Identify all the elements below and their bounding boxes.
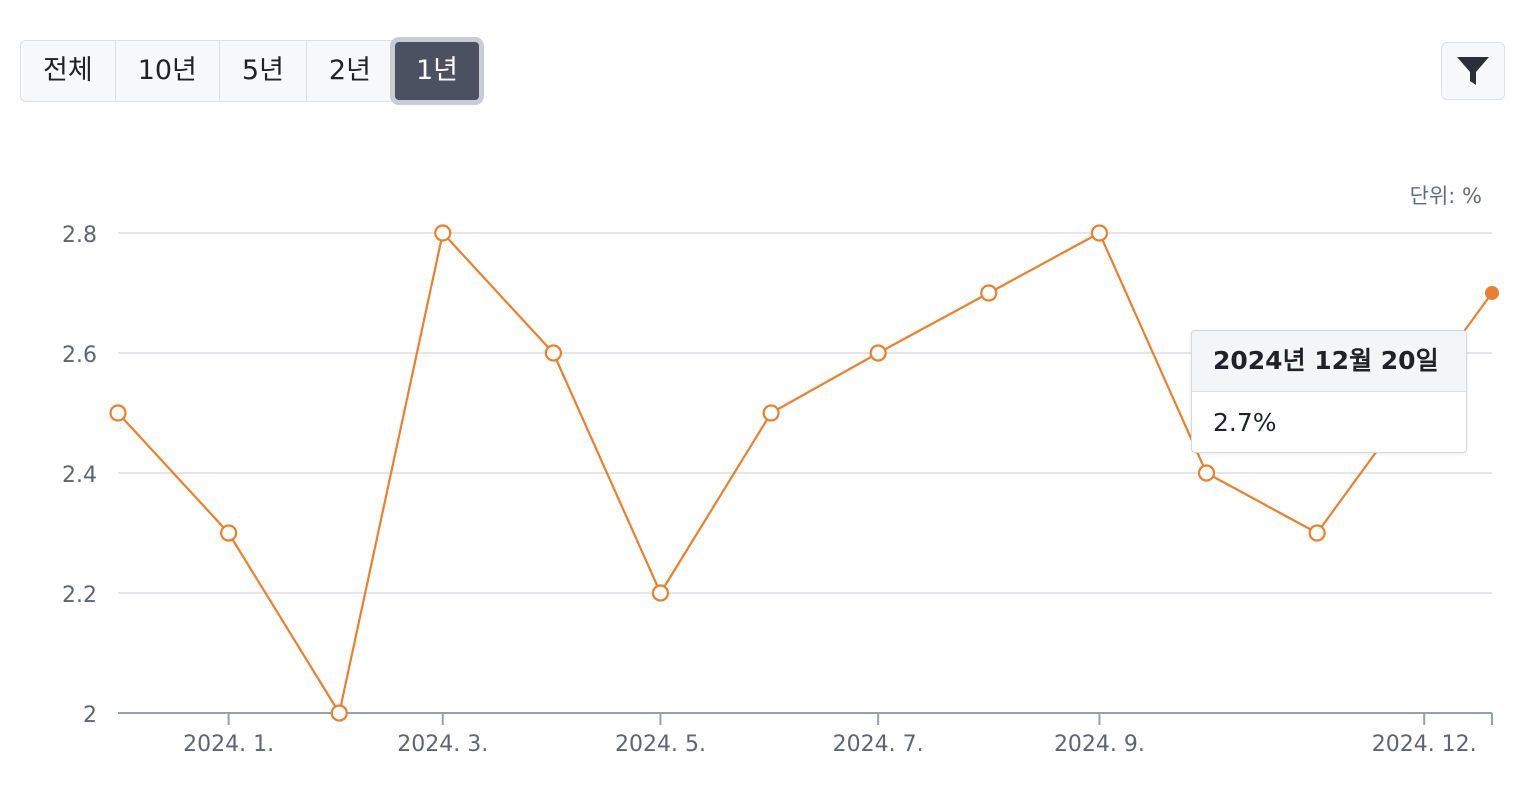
range-tab-all[interactable]: 전체 bbox=[21, 41, 116, 101]
data-point bbox=[1308, 524, 1326, 542]
x-tick-label: 2024. 12. bbox=[1372, 732, 1477, 757]
x-tick-label: 2024. 9. bbox=[1054, 732, 1145, 757]
unit-label: 단위: % bbox=[1409, 184, 1482, 208]
y-tick-label: 2.6 bbox=[62, 343, 97, 368]
tooltip-value: 2.7% bbox=[1213, 408, 1277, 437]
data-point bbox=[980, 284, 998, 302]
y-tick-label: 2 bbox=[83, 703, 97, 728]
x-tick-label: 2024. 5. bbox=[615, 732, 706, 757]
data-point bbox=[434, 224, 452, 242]
x-tick-label: 2024. 1. bbox=[183, 732, 274, 757]
data-point-highlighted bbox=[1485, 286, 1499, 300]
data-point bbox=[1197, 464, 1216, 482]
x-tick-label: 2024. 3. bbox=[397, 732, 488, 757]
y-tick-label: 2.2 bbox=[62, 583, 97, 608]
range-tab-10y[interactable]: 10년 bbox=[116, 41, 220, 101]
filter-button[interactable] bbox=[1441, 42, 1505, 100]
data-point bbox=[220, 524, 238, 542]
data-tooltip: 2024년 12월 20일 2.7% bbox=[1191, 330, 1467, 453]
data-point bbox=[869, 344, 887, 362]
data-point bbox=[109, 404, 127, 422]
data-point bbox=[1090, 224, 1109, 242]
range-tab-1y[interactable]: 1년 bbox=[389, 37, 484, 105]
data-point bbox=[544, 344, 562, 362]
data-point bbox=[330, 704, 348, 722]
filter-icon bbox=[1457, 57, 1489, 85]
range-tab-2y[interactable]: 2년 bbox=[307, 41, 394, 101]
data-point bbox=[762, 404, 780, 422]
range-tab-5y[interactable]: 5년 bbox=[220, 41, 307, 101]
range-selector: 전체 10년 5년 2년 1년 bbox=[20, 37, 484, 105]
x-tick-label: 2024. 7. bbox=[833, 732, 924, 757]
data-point bbox=[651, 584, 670, 602]
tooltip-date: 2024년 12월 20일 bbox=[1192, 331, 1466, 392]
y-tick-label: 2.8 bbox=[62, 223, 97, 248]
y-tick-label: 2.4 bbox=[62, 463, 97, 488]
